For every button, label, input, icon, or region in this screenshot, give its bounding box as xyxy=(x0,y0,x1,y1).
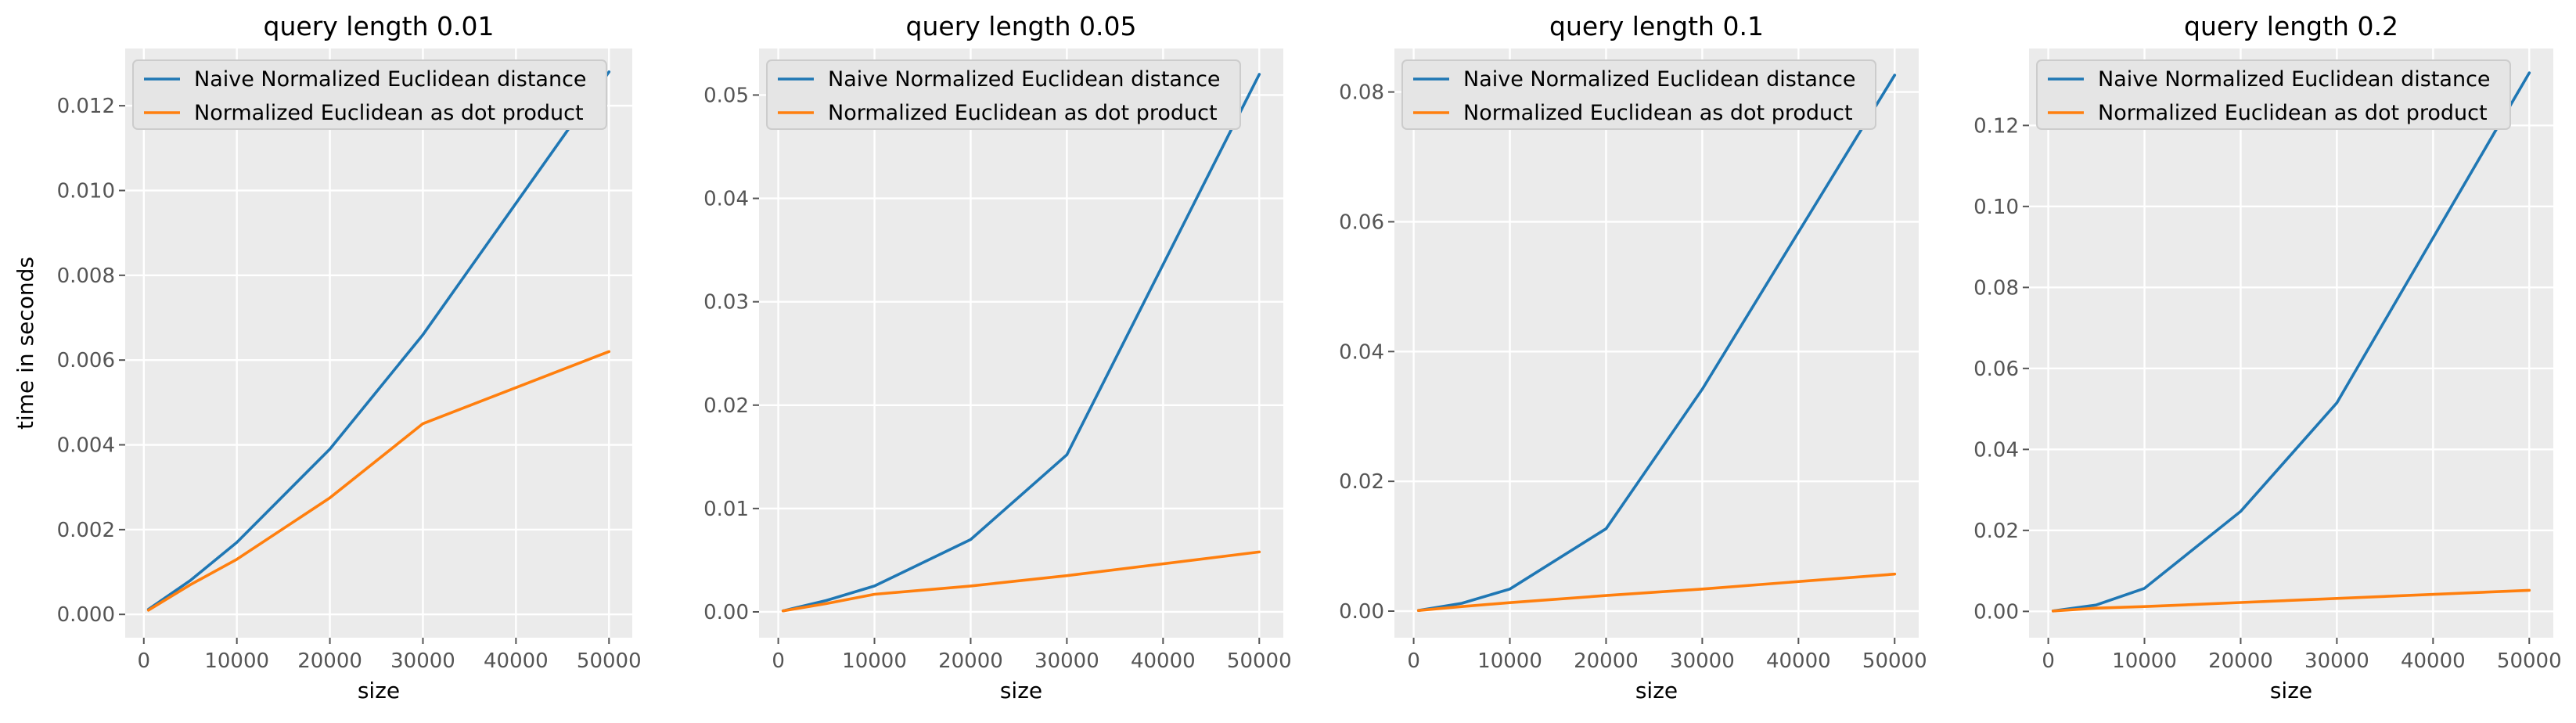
x-tick-label: 10000 xyxy=(842,649,907,673)
y-tick-label: 0.008 xyxy=(57,264,115,288)
y-tick-label: 0.06 xyxy=(1339,210,1384,234)
legend-label: Normalized Euclidean as dot product xyxy=(194,101,584,125)
series-line-naive xyxy=(2051,71,2531,613)
y-tick-label: 0.06 xyxy=(1973,358,2019,381)
legend xyxy=(132,59,607,130)
series-line-naive xyxy=(781,73,1261,613)
x-tick-label: 0 xyxy=(138,649,151,673)
x-tick-label: 50000 xyxy=(2497,649,2562,673)
x-tick-label: 30000 xyxy=(2304,649,2369,673)
x-axis-label: size xyxy=(2270,678,2312,703)
y-tick-label: 0.04 xyxy=(703,188,749,211)
y-tick-label: 0.002 xyxy=(57,519,115,542)
x-tick-label: 30000 xyxy=(1670,649,1735,673)
x-tick-label: 40000 xyxy=(2401,649,2466,673)
legend-label: Normalized Euclidean as dot product xyxy=(1463,101,1853,125)
y-tick-label: 0.000 xyxy=(57,603,115,627)
legend xyxy=(766,59,1241,130)
legend-label: Normalized Euclidean as dot product xyxy=(2098,101,2488,125)
x-tick-label: 20000 xyxy=(2208,649,2273,673)
y-tick-label: 0.12 xyxy=(1973,114,2019,138)
y-tick-label: 0.02 xyxy=(1339,470,1384,494)
plot-area xyxy=(1394,49,1919,638)
chart-panel-1: 0.000 0.002 0.004 0.006 0.008 0.010 0.012 0 1000… xyxy=(13,11,642,703)
legend xyxy=(1401,59,1876,130)
y-tick-label: 0.05 xyxy=(703,84,749,107)
y-tick-label: 0.004 xyxy=(57,434,115,458)
chart-panel-4: 0.00 0.02 0.04 0.06 0.08 0.10 0.12 0 10000 20000 3… xyxy=(1973,11,2562,703)
y-tick-label: 0.10 xyxy=(1973,196,2019,219)
x-tick-label: 40000 xyxy=(1131,649,1196,673)
x-tick-label: 40000 xyxy=(1766,649,1831,673)
y-tick-label: 0.010 xyxy=(57,179,115,203)
y-tick-label: 0.006 xyxy=(57,349,115,372)
x-tick-label: 30000 xyxy=(1034,649,1099,673)
y-tick-label: 0.02 xyxy=(703,394,749,418)
x-tick-label: 50000 xyxy=(1227,649,1292,673)
y-tick-label: 0.01 xyxy=(703,498,749,521)
series-line-dot-product xyxy=(2051,588,2531,613)
panel-title: query length 0.05 xyxy=(906,11,1137,41)
x-tick-label: 10000 xyxy=(1477,649,1542,673)
y-tick-label: 0.02 xyxy=(1973,520,2019,543)
y-tick-label: 0.012 xyxy=(57,95,115,118)
x-axis-label: size xyxy=(358,678,400,703)
y-tick-label: 0.08 xyxy=(1339,81,1384,105)
legend-label: Naive Normalized Euclidean distance xyxy=(1463,67,1856,92)
x-axis-label: size xyxy=(1000,678,1042,703)
chart-panel-3: 0.00 0.02 0.04 0.06 0.08 0 10000 20000 30000 4000… xyxy=(1339,11,1927,703)
panel-title: query length 0.1 xyxy=(1549,11,1764,41)
plot-area xyxy=(2029,49,2553,638)
x-tick-label: 0 xyxy=(2042,649,2055,673)
x-tick-label: 50000 xyxy=(1862,649,1927,673)
y-tick-label: 0.04 xyxy=(1973,438,2019,462)
chart-panel-2: 0.00 0.01 0.02 0.03 0.04 0.05 0 10000 20000 30000… xyxy=(703,11,1292,703)
legend-label: Naive Normalized Euclidean distance xyxy=(194,67,587,92)
legend-label: Normalized Euclidean as dot product xyxy=(828,101,1218,125)
legend-label: Naive Normalized Euclidean distance xyxy=(828,67,1221,92)
series-line-naive xyxy=(146,70,611,611)
legend-label: Naive Normalized Euclidean distance xyxy=(2098,67,2491,92)
x-tick-label: 0 xyxy=(1407,649,1420,673)
series-line-naive xyxy=(1416,74,1897,613)
x-tick-label: 20000 xyxy=(1574,649,1639,673)
x-tick-label: 20000 xyxy=(938,649,1003,673)
panel-title: query length 0.2 xyxy=(2184,11,2398,41)
y-tick-label: 0.04 xyxy=(1339,340,1384,364)
y-tick-label: 0.00 xyxy=(703,601,749,624)
x-tick-label: 0 xyxy=(772,649,785,673)
x-tick-label: 10000 xyxy=(2112,649,2177,673)
x-tick-label: 30000 xyxy=(390,649,455,673)
series-line-dot-product xyxy=(146,350,611,612)
panel-title: query length 0.01 xyxy=(264,11,495,41)
x-tick-label: 20000 xyxy=(297,649,362,673)
y-tick-label: 0.03 xyxy=(703,291,749,315)
y-tick-label: 0.00 xyxy=(1973,600,2019,624)
x-tick-label: 50000 xyxy=(577,649,642,673)
y-tick-label: 0.00 xyxy=(1339,600,1384,624)
y-axis-label: time in seconds xyxy=(13,257,38,430)
x-tick-label: 40000 xyxy=(484,649,549,673)
y-tick-label: 0.08 xyxy=(1973,276,2019,300)
legend xyxy=(2036,59,2511,130)
plot-area xyxy=(759,49,1283,638)
x-tick-label: 10000 xyxy=(204,649,269,673)
series-line-dot-product xyxy=(1416,572,1897,613)
x-axis-label: size xyxy=(1635,678,1678,703)
series-line-dot-product xyxy=(781,550,1261,613)
plot-area xyxy=(125,49,632,638)
